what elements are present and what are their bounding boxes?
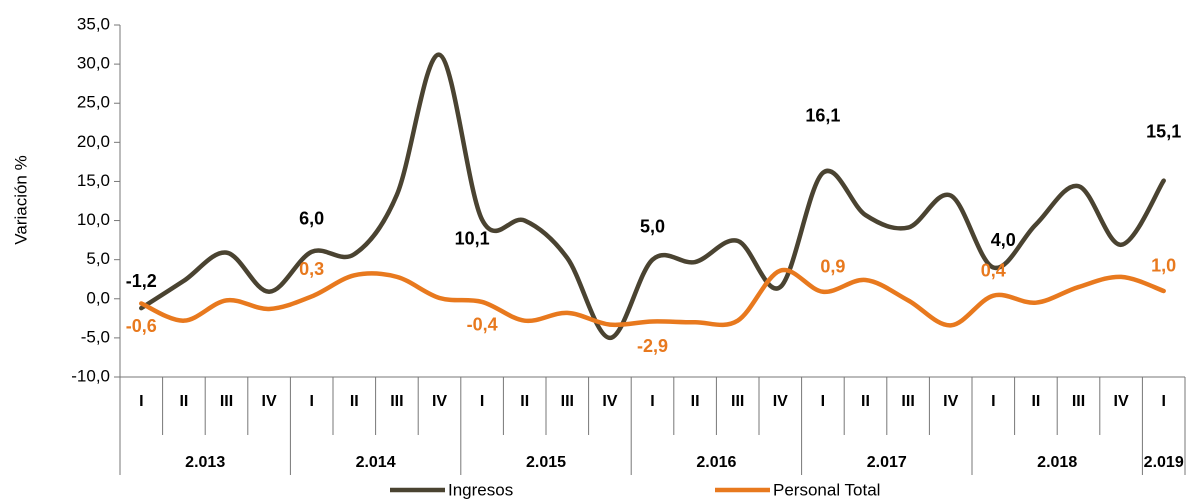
- x-tick-label: IV: [943, 393, 958, 410]
- x-tick-label: I: [991, 393, 995, 410]
- x-tick-label: IV: [262, 393, 277, 410]
- x-tick-label: III: [561, 393, 574, 410]
- y-tick-label: -5,0: [81, 327, 110, 346]
- data-label: -0,4: [467, 315, 498, 335]
- x-tick-label: I: [821, 393, 825, 410]
- data-label: 0,9: [820, 256, 845, 276]
- data-label: 0,4: [981, 260, 1006, 280]
- data-label: 15,1: [1146, 121, 1181, 141]
- legend-label: Ingresos: [448, 480, 513, 499]
- group-label: 2.014: [356, 454, 396, 471]
- x-tick-label: II: [861, 393, 870, 410]
- data-label: -0,6: [126, 316, 157, 336]
- y-tick-label: 20,0: [77, 132, 110, 151]
- x-tick-label: IV: [432, 393, 447, 410]
- data-label: 1,0: [1151, 256, 1176, 276]
- x-tick-label: II: [691, 393, 700, 410]
- x-tick-label: IV: [602, 393, 617, 410]
- y-tick-label: -10,0: [71, 366, 110, 385]
- y-tick-label: 30,0: [77, 54, 110, 73]
- group-label: 2.017: [867, 454, 907, 471]
- x-tick-label: III: [220, 393, 233, 410]
- x-tick-label: I: [650, 393, 654, 410]
- group-label: 2.018: [1037, 454, 1077, 471]
- x-tick-label: I: [480, 393, 484, 410]
- group-label: 2.016: [696, 454, 736, 471]
- y-tick-label: 0,0: [86, 288, 110, 307]
- x-tick-label: I: [139, 393, 143, 410]
- group-label: 2.013: [185, 454, 225, 471]
- x-tick-label: II: [1031, 393, 1040, 410]
- x-tick-label: I: [309, 393, 313, 410]
- group-label: 2.015: [526, 454, 566, 471]
- x-tick-label: III: [390, 393, 403, 410]
- x-tick-label: III: [731, 393, 744, 410]
- y-axis-label: Variación %: [11, 155, 30, 244]
- y-tick-label: 5,0: [86, 249, 110, 268]
- data-label: -1,2: [126, 271, 157, 291]
- group-label: 2.019: [1144, 454, 1184, 471]
- series-line: [139, 267, 1166, 328]
- data-label: 4,0: [991, 230, 1016, 250]
- data-label: 10,1: [455, 229, 490, 249]
- y-tick-label: 35,0: [77, 14, 110, 33]
- data-label: 5,0: [640, 216, 665, 236]
- x-tick-label: IV: [1114, 393, 1129, 410]
- y-tick-label: 15,0: [77, 171, 110, 190]
- legend-label: Personal Total: [773, 480, 880, 499]
- y-tick-label: 10,0: [77, 210, 110, 229]
- data-label: 0,3: [299, 259, 324, 279]
- data-label: -2,9: [637, 336, 668, 356]
- y-tick-label: 25,0: [77, 93, 110, 112]
- x-tick-label: I: [1161, 393, 1165, 410]
- series-line: [139, 52, 1166, 341]
- x-tick-label: III: [901, 393, 914, 410]
- x-tick-label: IV: [773, 393, 788, 410]
- x-tick-label: II: [520, 393, 529, 410]
- x-tick-label: III: [1072, 393, 1085, 410]
- data-label: 16,1: [805, 106, 840, 126]
- x-tick-label: II: [179, 393, 188, 410]
- x-tick-label: II: [350, 393, 359, 410]
- data-label: 6,0: [299, 209, 324, 229]
